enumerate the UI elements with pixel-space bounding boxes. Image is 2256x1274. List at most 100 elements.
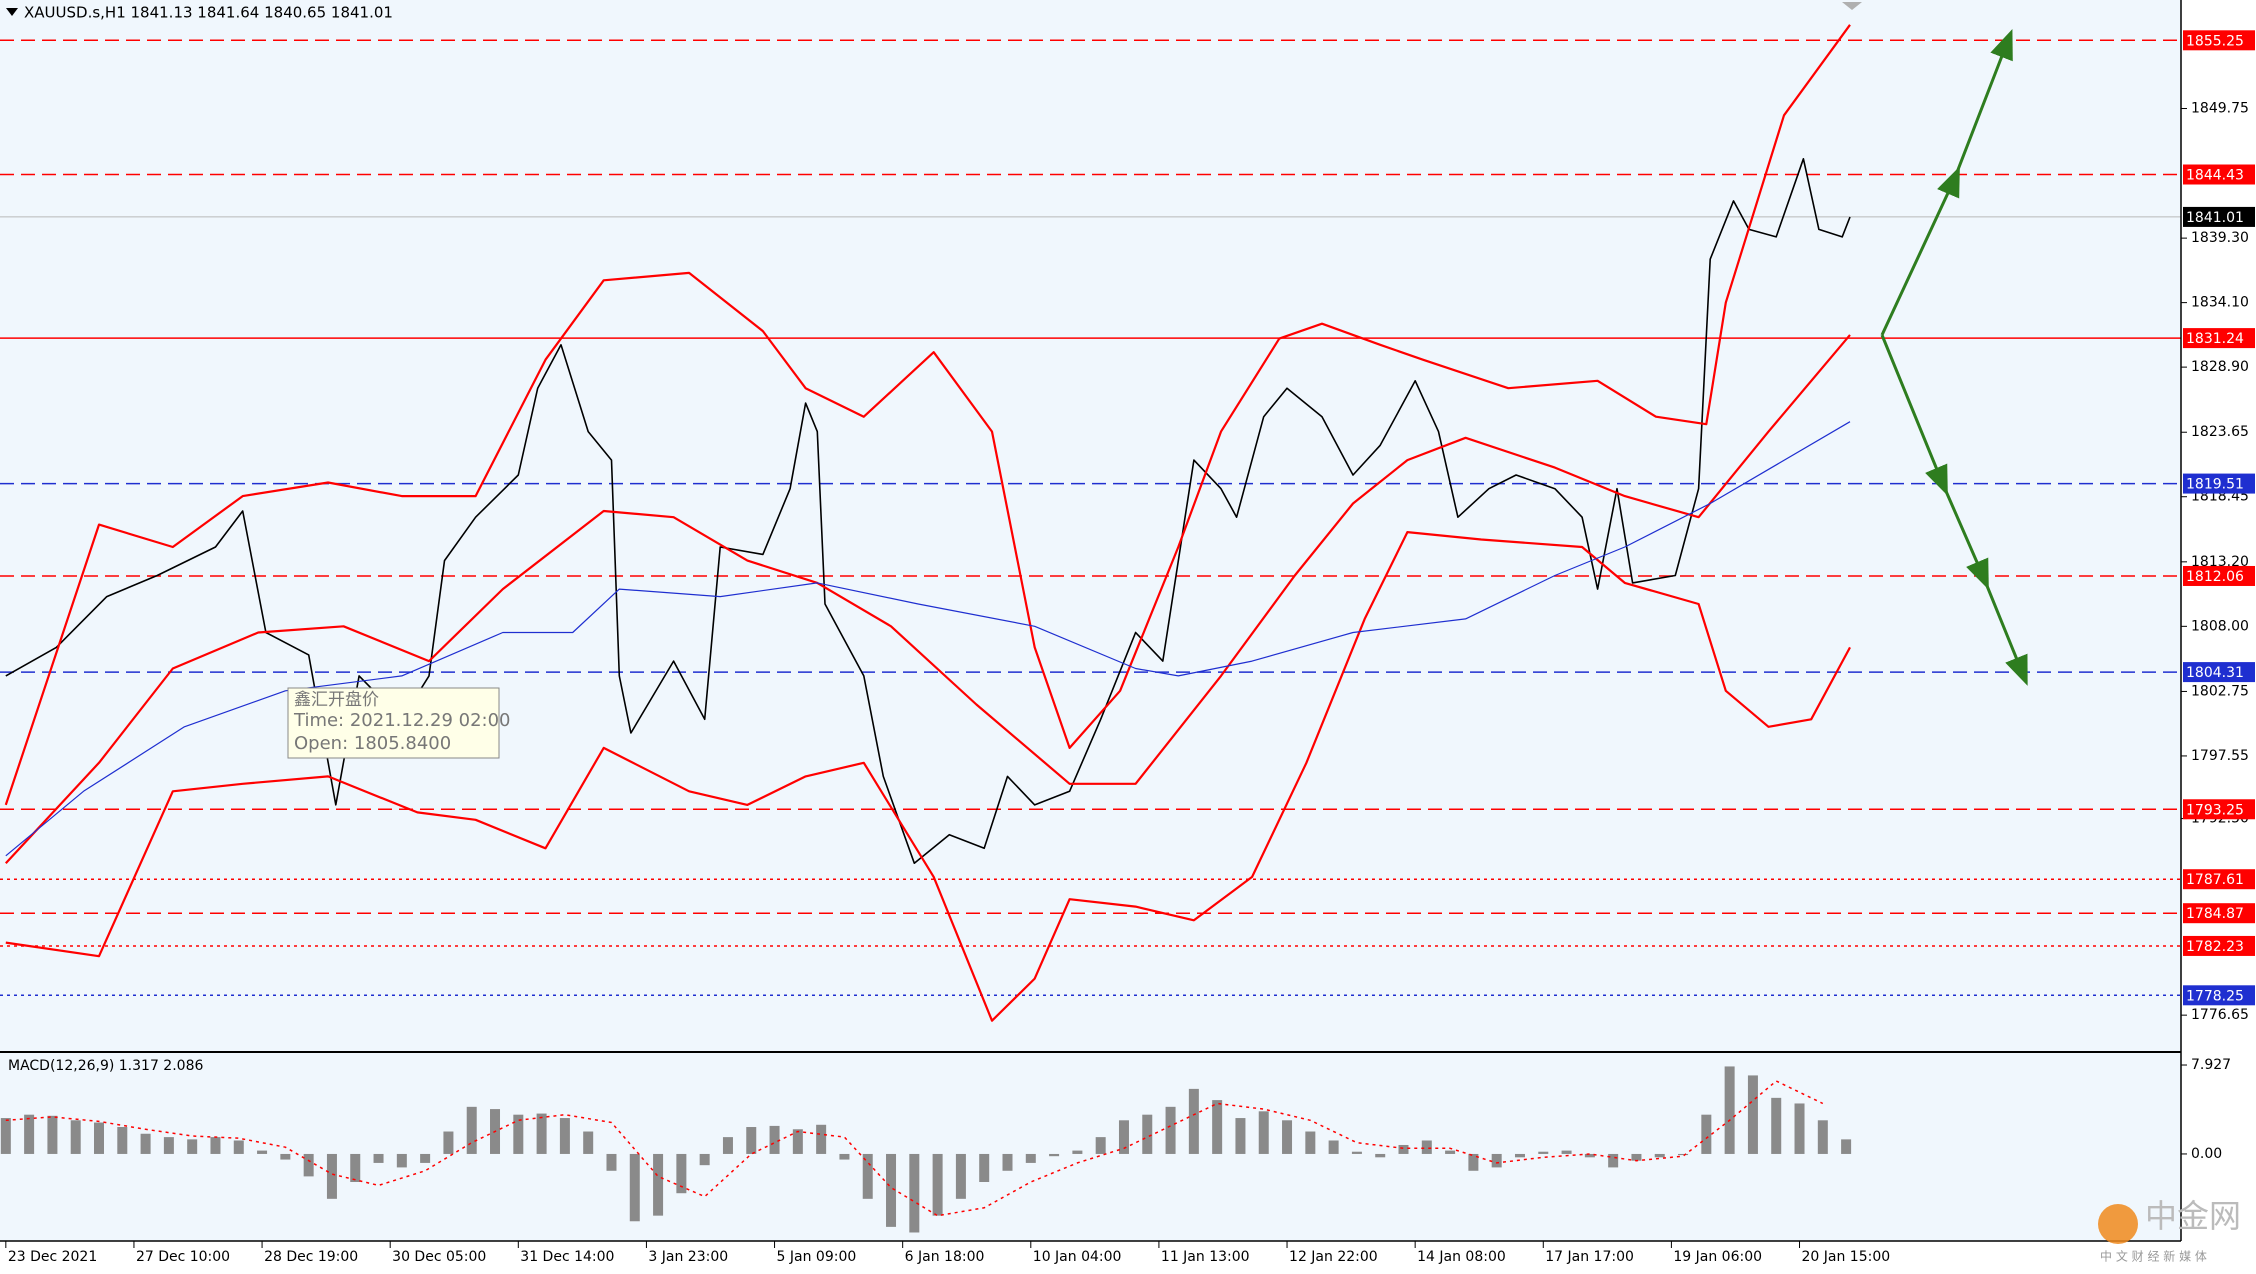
histogram-bar [1212, 1100, 1223, 1154]
histogram-bar [1421, 1140, 1432, 1154]
histogram-bar [443, 1131, 454, 1154]
y-tick-label: 7.927 [2191, 1057, 2231, 1073]
histogram-bar [583, 1131, 594, 1154]
x-tick-label: 27 Dec 10:00 [136, 1249, 230, 1265]
current-price-label: 1841.01 [2186, 210, 2244, 226]
watermark-tagline: 中 文 财 经 新 媒 体 [2100, 1249, 2207, 1264]
histogram-bar [1002, 1153, 1013, 1171]
histogram-bar [722, 1137, 733, 1154]
y-tick-label: 1797.55 [2191, 748, 2249, 764]
price-series-line [5, 531, 1851, 1022]
level-label: 1831.24 [2186, 331, 2244, 347]
histogram-bar [1118, 1120, 1129, 1154]
histogram-bar [1235, 1118, 1246, 1154]
histogram-bar [699, 1153, 710, 1166]
histogram-bar [629, 1153, 640, 1222]
level-label-box [2183, 662, 2255, 683]
histogram-bar [1678, 1153, 1689, 1156]
histogram-bar [606, 1153, 617, 1171]
level-label-box [2183, 164, 2255, 185]
y-tick-label: 1813.20 [2191, 554, 2249, 570]
histogram-bar [1072, 1150, 1083, 1154]
y-tick-label: 1776.65 [2191, 1007, 2249, 1023]
level-label: 1844.43 [2186, 168, 2244, 184]
y-tick-label: 1849.75 [2191, 101, 2249, 117]
level-label-box [2183, 473, 2255, 494]
histogram-bar [1282, 1120, 1293, 1154]
scenario-arrow-down [1880, 334, 2028, 686]
level-label: 1784.87 [2186, 906, 2244, 922]
histogram-bar [210, 1137, 221, 1154]
tooltip-open: Open: 1805.8400 [294, 733, 451, 754]
histogram-bar [1398, 1144, 1409, 1154]
level-label-box [2183, 30, 2255, 51]
scenario-arrow-up [1880, 29, 2013, 336]
histogram-bar [1747, 1075, 1758, 1154]
time-axis-area [0, 1241, 2256, 1274]
x-tick-label: 6 Jan 18:00 [905, 1249, 985, 1265]
tooltip-title: 鑫汇开盘价 [294, 690, 379, 710]
histogram-bar [1188, 1088, 1199, 1154]
histogram-bar [94, 1122, 105, 1154]
level-label-box [2183, 935, 2255, 956]
macd-title: MACD(12,26,9) 1.317 2.086 [8, 1058, 203, 1074]
histogram-bar [47, 1115, 58, 1154]
tooltip-time: Time: 2021.12.29 02:00 [293, 710, 511, 731]
histogram-bar [839, 1153, 850, 1160]
histogram-bar [70, 1120, 81, 1154]
histogram-bar [396, 1153, 407, 1168]
y-tick-label: 1802.75 [2191, 683, 2249, 699]
level-label: 1819.51 [2186, 477, 2244, 493]
plot-area [0, 24, 2181, 1233]
histogram-bar [1701, 1114, 1712, 1154]
level-label-box [2183, 565, 2255, 586]
histogram-bar [862, 1153, 873, 1199]
x-tick-label: 12 Jan 22:00 [1289, 1249, 1378, 1265]
histogram-bar [536, 1113, 547, 1154]
level-label-box [2183, 328, 2255, 349]
level-label: 1778.25 [2186, 988, 2244, 1004]
histogram-bar [979, 1153, 990, 1182]
x-tick-label: 31 Dec 14:00 [520, 1249, 614, 1265]
y-tick-label: 1823.65 [2191, 424, 2249, 440]
y-tick-label: 1808.00 [2191, 618, 2249, 634]
histogram-bar [676, 1153, 687, 1194]
histogram-bar [746, 1127, 757, 1154]
histogram-bar [350, 1153, 361, 1182]
histogram-bar [955, 1153, 966, 1199]
level-label-box [2183, 985, 2255, 1006]
watermark: 中金网 中 文 财 经 新 媒 体 [2098, 1197, 2241, 1264]
level-label-box [2183, 903, 2255, 924]
y-tick-label: 1828.90 [2191, 359, 2249, 375]
histogram-bar [816, 1124, 827, 1154]
histogram-bar [187, 1139, 198, 1154]
level-label: 1782.23 [2186, 939, 2244, 955]
x-tick-label: 11 Jan 13:00 [1161, 1249, 1250, 1265]
price-series-line [5, 421, 1851, 857]
histogram-bar [233, 1140, 244, 1154]
histogram-bar [1491, 1153, 1502, 1168]
histogram-bar [373, 1153, 384, 1163]
histogram-bar [303, 1153, 314, 1177]
histogram-bar [326, 1153, 337, 1199]
histogram-bar [513, 1114, 524, 1154]
histogram-bar [1771, 1097, 1782, 1154]
x-tick-label: 10 Jan 04:00 [1033, 1249, 1122, 1265]
histogram-bar [420, 1153, 431, 1163]
x-tick-label: 20 Jan 15:00 [1802, 1249, 1891, 1265]
histogram-bar [1724, 1066, 1735, 1154]
histogram-bar [1514, 1153, 1525, 1158]
histogram-bar [1142, 1114, 1153, 1154]
level-label-box [2183, 799, 2255, 820]
histogram-bar [1305, 1131, 1316, 1154]
histogram-bar [792, 1129, 803, 1154]
level-label: 1793.25 [2186, 802, 2244, 818]
histogram-bar [140, 1133, 151, 1154]
histogram-bar [1351, 1151, 1362, 1154]
histogram-bar [1165, 1106, 1176, 1154]
histogram-bar [769, 1125, 780, 1154]
y-tick-label: 1839.30 [2191, 230, 2249, 246]
histogram-bar [466, 1106, 477, 1154]
y-tick-label: 0.00 [2191, 1146, 2222, 1162]
